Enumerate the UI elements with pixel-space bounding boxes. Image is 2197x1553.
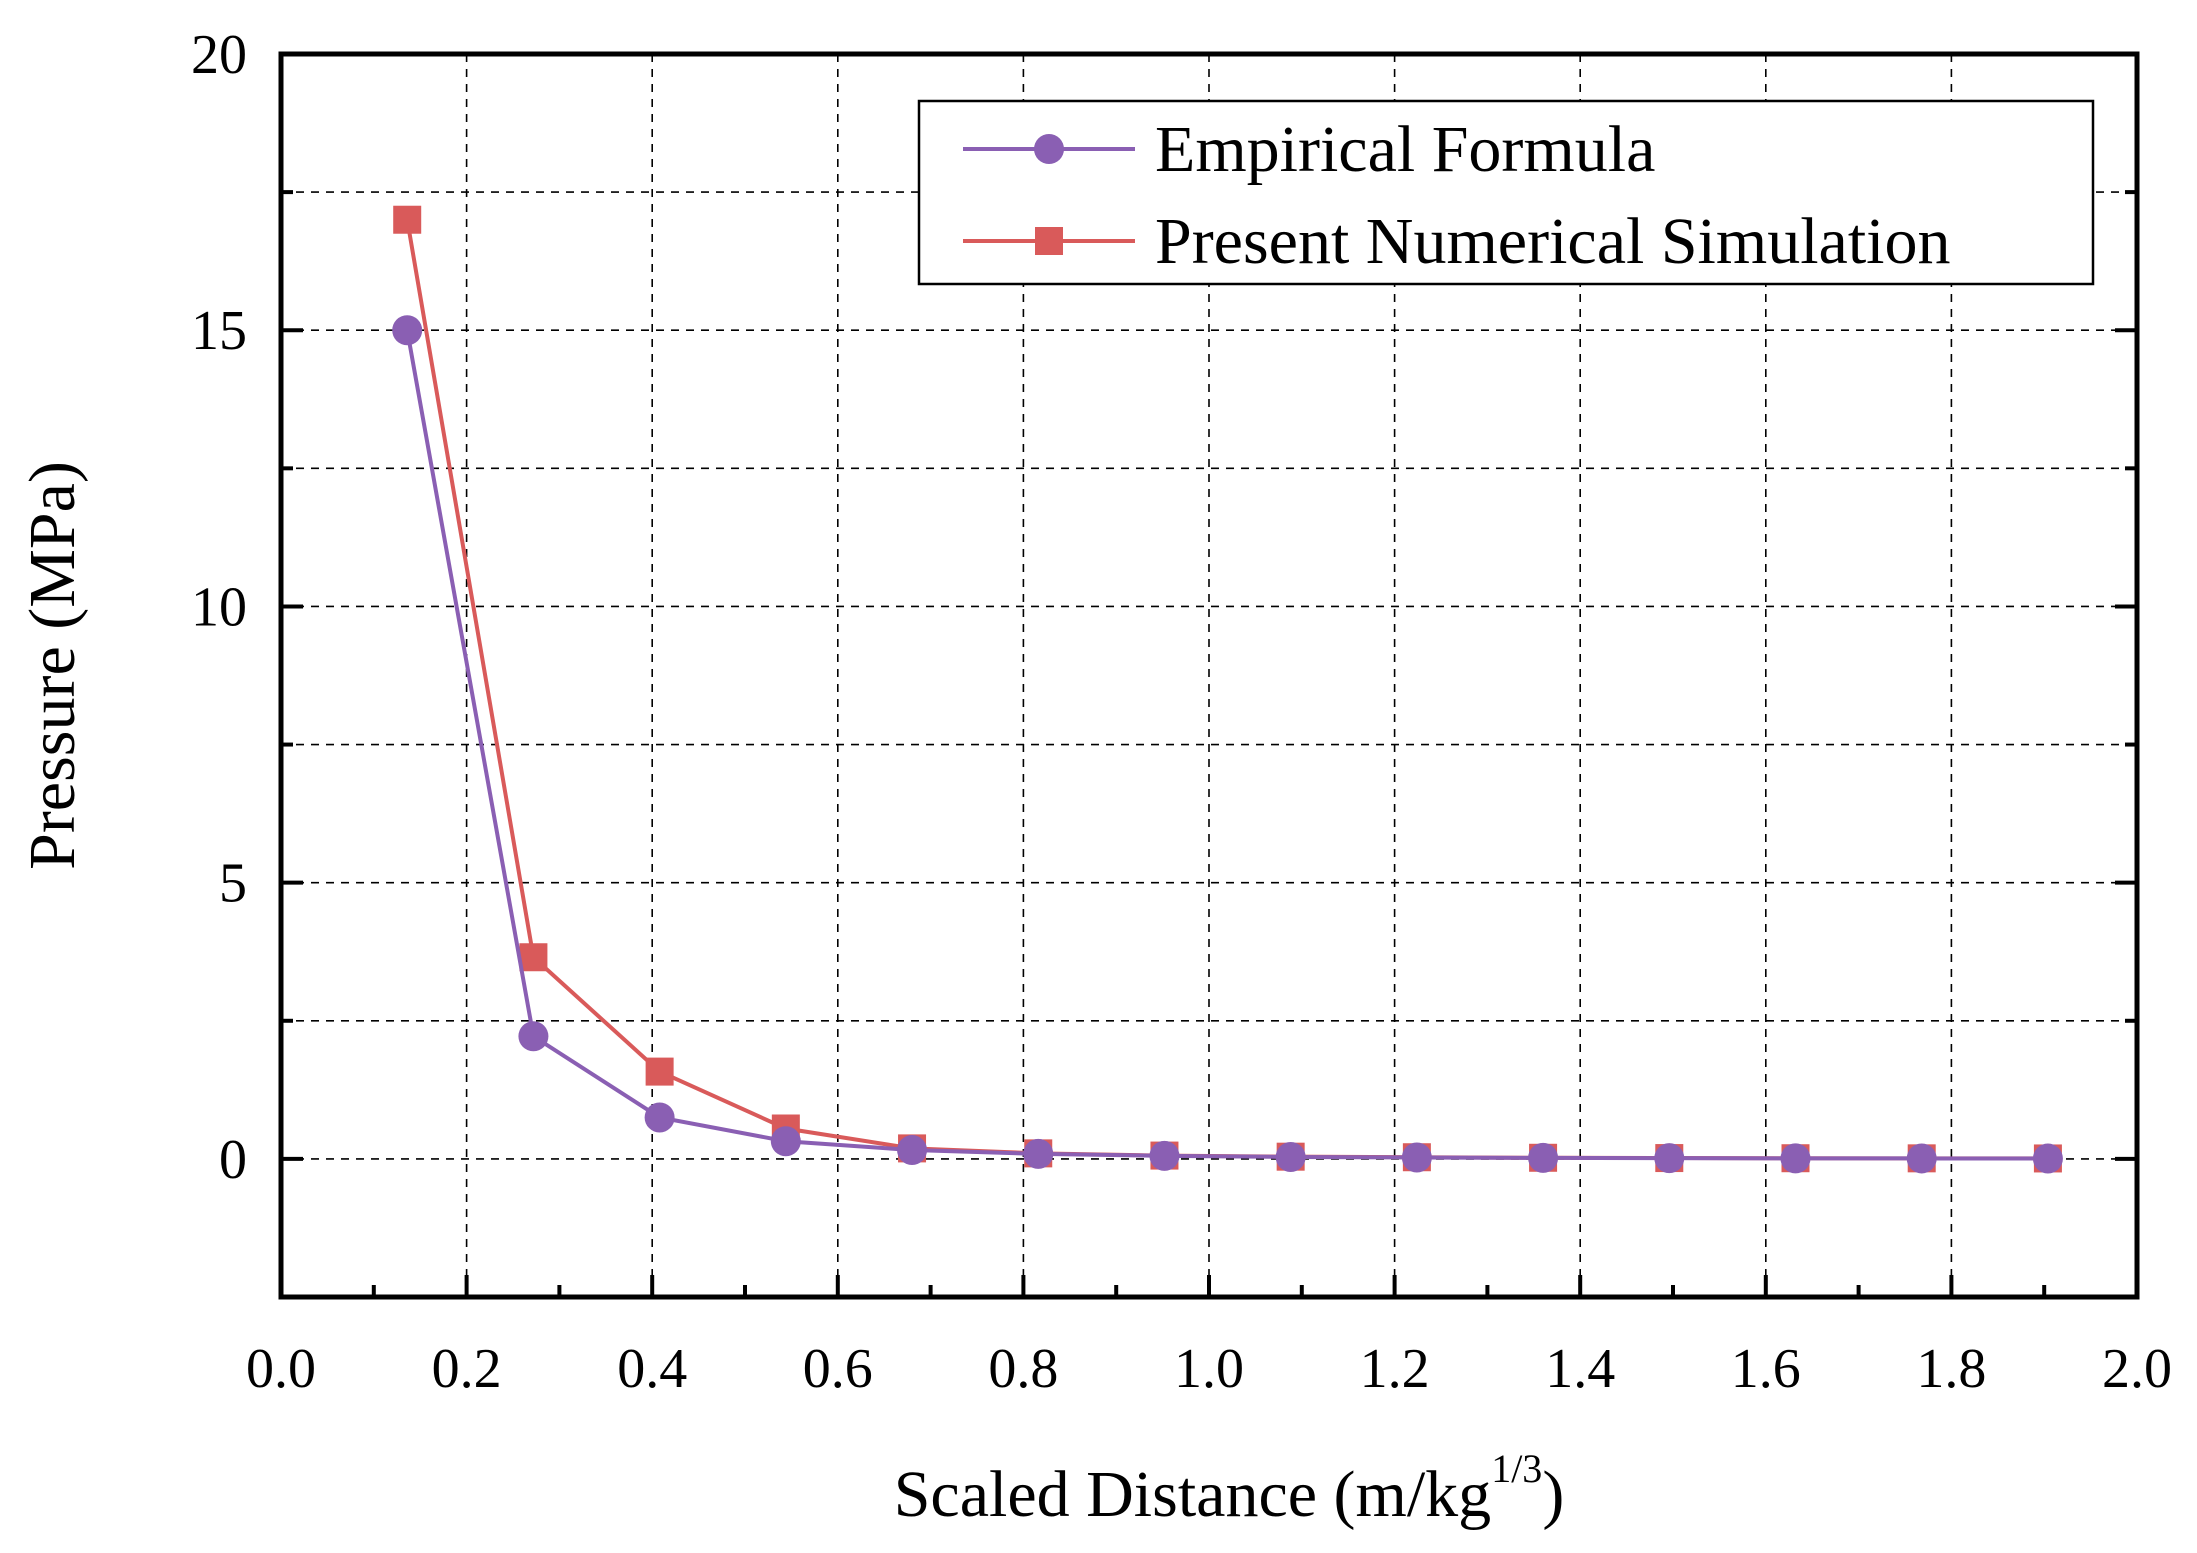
data-point-circle <box>1528 1142 1559 1173</box>
legend-item: Empirical Formula <box>963 113 1655 186</box>
data-point-circle <box>1275 1141 1306 1172</box>
data-point-circle <box>770 1126 801 1157</box>
y-tick-label: 20 <box>191 24 247 86</box>
tick-labels: 0.0 0.2 0.4 0.6 0.8 1.0 1.2 1.4 1.6 1.8 2.0 0 5 10 15 2… <box>191 24 2172 1400</box>
x-axis-title: Scaled Distance (m/kg1/3) <box>894 1446 1565 1531</box>
y-tick-label: 10 <box>191 576 247 638</box>
series-line <box>405 219 2048 1161</box>
series-empirical-formula <box>392 315 2063 1174</box>
x-tick-label: 0.4 <box>617 1338 687 1400</box>
series-numerical-simulation <box>393 205 2062 1173</box>
data-point-circle <box>392 315 423 346</box>
legend-circle-marker <box>1034 134 1064 164</box>
data-point-circle <box>2032 1143 2063 1174</box>
data-point-circle <box>644 1102 675 1133</box>
x-tick-label: 2.0 <box>2102 1338 2172 1400</box>
x-axis-title-superscript: 1/3 <box>1491 1446 1542 1491</box>
legend: Empirical Formula Present Numerical Simul… <box>917 99 2095 286</box>
data-point-circle <box>518 1021 549 1052</box>
legend-square-marker <box>1035 227 1063 255</box>
x-tick-label: 1.6 <box>1731 1338 1801 1400</box>
data-point-square <box>645 1057 674 1086</box>
x-axis-title-close: ) <box>1542 1458 1564 1531</box>
x-tick-label: 0.6 <box>803 1338 873 1400</box>
legend-label: Present Numerical Simulation <box>1155 205 1951 278</box>
x-tick-label: 1.8 <box>1916 1338 1986 1400</box>
legend-label: Empirical Formula <box>1155 113 1655 186</box>
x-tick-label: 1.2 <box>1360 1338 1430 1400</box>
x-tick-label: 0.0 <box>246 1338 316 1400</box>
data-point-circle <box>1780 1143 1811 1174</box>
data-point-circle <box>1023 1138 1054 1169</box>
x-tick-label: 0.8 <box>988 1338 1058 1400</box>
x-tick-label: 1.4 <box>1545 1338 1615 1400</box>
y-axis-title: Pressure (MPa) <box>16 461 89 870</box>
data-point-circle <box>897 1135 928 1166</box>
x-axis-title-main: Scaled Distance (m/kg <box>894 1458 1491 1531</box>
data-point-circle <box>1906 1143 1937 1174</box>
y-tick-label: 15 <box>191 300 247 362</box>
series-line <box>405 329 2048 1161</box>
legend-item: Present Numerical Simulation <box>963 205 1951 278</box>
data-point-circle <box>1654 1143 1685 1174</box>
data-point-square <box>393 205 422 234</box>
data-point-circle <box>1149 1140 1180 1171</box>
data-point-circle <box>1401 1142 1432 1173</box>
x-tick-label: 1.0 <box>1174 1338 1244 1400</box>
legend-items: Empirical Formula Present Numerical Simul… <box>963 113 1951 278</box>
y-tick-label: 5 <box>219 853 247 915</box>
data-series <box>392 205 2063 1174</box>
y-tick-label: 0 <box>219 1129 247 1191</box>
x-tick-label: 0.2 <box>432 1338 502 1400</box>
legend-box <box>917 99 2095 286</box>
data-point-square <box>519 943 548 972</box>
plot-frame <box>278 51 2140 1300</box>
